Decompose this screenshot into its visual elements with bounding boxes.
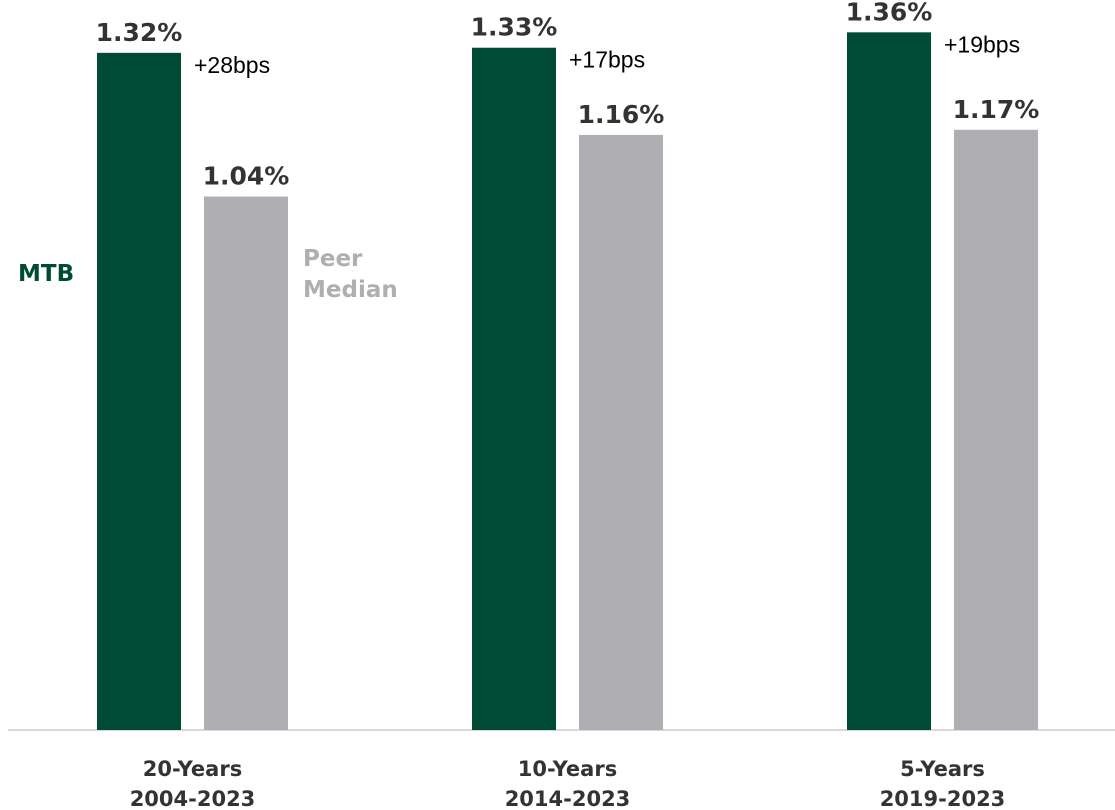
- category-label-2-years: 2019-2023: [880, 787, 1006, 810]
- category-label-2-period: 5-Years: [900, 757, 985, 781]
- value-label-peer-2: 1.17%: [953, 95, 1040, 124]
- bar-mtb-2: [847, 32, 931, 730]
- category-label-0-years: 2004-2023: [130, 787, 256, 810]
- value-label-mtb-1: 1.33%: [471, 13, 558, 42]
- bar-mtb-1: [472, 47, 556, 730]
- legend-peer-median-line2: Median: [303, 277, 398, 303]
- bar-peer-0: [204, 196, 288, 731]
- difference-label-1: +17bps: [569, 47, 645, 73]
- category-label-0-period: 20-Years: [143, 757, 242, 781]
- value-label-mtb-2: 1.36%: [846, 0, 933, 26]
- bar-peer-2: [954, 129, 1038, 731]
- legend-mtb: MTB: [18, 261, 74, 287]
- value-label-mtb-0: 1.32%: [96, 18, 183, 47]
- bar-peer-1: [579, 134, 663, 731]
- bar-mtb-0: [97, 52, 181, 730]
- difference-label-2: +19bps: [944, 31, 1020, 57]
- category-label-1-years: 2014-2023: [505, 787, 631, 810]
- value-label-peer-0: 1.04%: [203, 161, 290, 190]
- category-label-1-period: 10-Years: [518, 757, 617, 781]
- difference-label-0: +28bps: [194, 52, 270, 78]
- legend-peer-median-line1: Peer: [303, 246, 363, 272]
- value-label-peer-1: 1.16%: [578, 100, 665, 129]
